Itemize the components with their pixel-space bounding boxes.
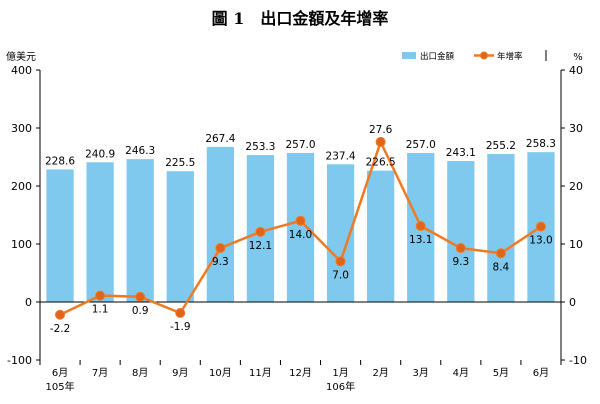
bar	[166, 171, 194, 302]
line-point	[535, 221, 546, 232]
bar-value-label: 257.0	[285, 139, 315, 151]
line-point	[135, 291, 146, 302]
line-value-label: 12.1	[249, 240, 272, 252]
bar	[487, 153, 515, 302]
line-point	[375, 136, 386, 147]
bar	[447, 161, 475, 302]
line-value-label: 27.6	[369, 124, 393, 136]
bar-value-label: 243.1	[446, 147, 476, 159]
bar-value-label: 228.6	[45, 155, 75, 167]
right-tick-label: 10	[569, 238, 583, 251]
bar	[286, 152, 315, 302]
left-tick-label: -100	[7, 354, 32, 367]
right-tick-label: 0	[569, 296, 576, 309]
bar-value-label: 257.0	[406, 139, 436, 151]
line-value-label: 13.0	[529, 235, 552, 247]
right-tick-label: 30	[569, 122, 583, 135]
category-label: 7月	[92, 367, 108, 379]
year-label: 106年	[326, 380, 355, 393]
line-series	[55, 136, 546, 320]
line-value-label: 13.1	[409, 234, 432, 246]
category-label: 8月	[132, 367, 148, 379]
bar	[206, 146, 234, 302]
category-label: 12月	[289, 367, 312, 379]
data-labels: 228.6 240.9 246.3 225.5 267.4 253.3 257.0 237.4…	[45, 124, 556, 335]
bar-value-label: 253.3	[245, 141, 275, 153]
category-label: 5月	[493, 367, 509, 379]
bar-value-label: 267.4	[205, 133, 235, 145]
line-value-label: 8.4	[493, 261, 510, 273]
year-label: 105年	[45, 380, 74, 393]
bar-value-label: 258.3	[526, 138, 556, 150]
left-tick-label: 300	[11, 122, 32, 135]
category-label: 2月	[372, 367, 388, 379]
right-tick-label: 40	[569, 64, 583, 77]
right-tick-label: -10	[569, 354, 587, 367]
line-value-label: 9.3	[452, 256, 469, 268]
legend-line-label: 年增率	[497, 51, 523, 62]
line-value-label: -1.9	[170, 321, 191, 333]
category-label: 3月	[413, 367, 429, 379]
left-tick-label: 0	[25, 296, 32, 309]
bar-value-label: 246.3	[125, 145, 155, 157]
legend-bar-swatch	[402, 52, 416, 59]
bar-value-label: 226.5	[366, 157, 396, 169]
line-value-label: 14.0	[289, 229, 312, 241]
category-label: 11月	[249, 367, 272, 379]
bar	[86, 162, 114, 302]
category-label: 10月	[209, 367, 232, 379]
line-point	[55, 309, 66, 320]
category-label: 6月	[533, 367, 549, 379]
legend-bar-label: 出口金額	[420, 51, 455, 62]
line-value-label: 1.1	[92, 304, 109, 316]
line-point	[335, 256, 346, 267]
line-point	[295, 215, 306, 226]
right-tick-label: 20	[569, 180, 583, 193]
left-tick-label: 200	[11, 180, 32, 193]
bar-value-label: 240.9	[85, 148, 115, 160]
bar-value-label: 255.2	[486, 140, 516, 152]
line-value-label: 0.9	[132, 305, 149, 317]
line-point	[95, 290, 106, 301]
chart-title: 圖 1 出口金額及年增率	[212, 9, 389, 28]
left-tick-label: 400	[11, 64, 32, 77]
bar-value-label: 237.4	[326, 150, 356, 162]
bar-series	[46, 146, 555, 302]
line-point	[255, 226, 266, 237]
line-point	[215, 243, 226, 254]
bar	[126, 159, 154, 302]
bar	[367, 170, 395, 302]
line-value-label: 7.0	[332, 269, 349, 281]
bar	[46, 169, 74, 302]
category-label: 9月	[172, 367, 188, 379]
legend: 出口金額 年增率	[402, 50, 547, 62]
line-point	[495, 248, 506, 259]
line-point	[455, 243, 466, 254]
line-point	[175, 308, 186, 319]
left-axis-unit: 億美元	[6, 50, 36, 63]
right-axis-unit: %	[573, 52, 583, 63]
left-tick-label: 100	[11, 238, 32, 251]
line-value-label: 9.3	[212, 256, 229, 268]
line-point	[415, 221, 426, 232]
category-label: 4月	[453, 367, 469, 379]
bar-value-label: 225.5	[165, 157, 195, 169]
category-label: 6月	[52, 367, 68, 379]
line-value-label: -2.2	[50, 323, 71, 335]
category-label: 1月	[332, 367, 348, 379]
legend-line-marker	[480, 51, 488, 60]
